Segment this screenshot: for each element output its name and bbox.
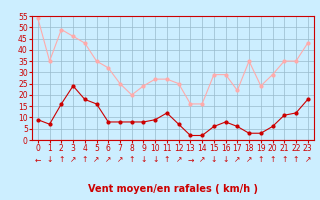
Text: ↗: ↗: [305, 156, 311, 164]
Text: ↑: ↑: [258, 156, 264, 164]
Text: ↓: ↓: [46, 156, 53, 164]
Text: ↗: ↗: [199, 156, 205, 164]
Text: ↑: ↑: [269, 156, 276, 164]
Text: ↑: ↑: [293, 156, 299, 164]
Text: ↓: ↓: [211, 156, 217, 164]
Text: ↓: ↓: [140, 156, 147, 164]
Text: ↑: ↑: [58, 156, 65, 164]
Text: ←: ←: [35, 156, 41, 164]
Text: ↗: ↗: [246, 156, 252, 164]
Text: ↑: ↑: [129, 156, 135, 164]
Text: ↑: ↑: [82, 156, 88, 164]
Text: ↑: ↑: [164, 156, 170, 164]
Text: ↓: ↓: [222, 156, 229, 164]
Text: ↗: ↗: [105, 156, 111, 164]
Text: ↗: ↗: [175, 156, 182, 164]
Text: ↗: ↗: [117, 156, 123, 164]
Text: ↑: ↑: [281, 156, 287, 164]
Text: Vent moyen/en rafales ( km/h ): Vent moyen/en rafales ( km/h ): [88, 184, 258, 194]
Text: ↗: ↗: [234, 156, 241, 164]
Text: ↓: ↓: [152, 156, 158, 164]
Text: ↗: ↗: [70, 156, 76, 164]
Text: →: →: [187, 156, 194, 164]
Text: ↗: ↗: [93, 156, 100, 164]
